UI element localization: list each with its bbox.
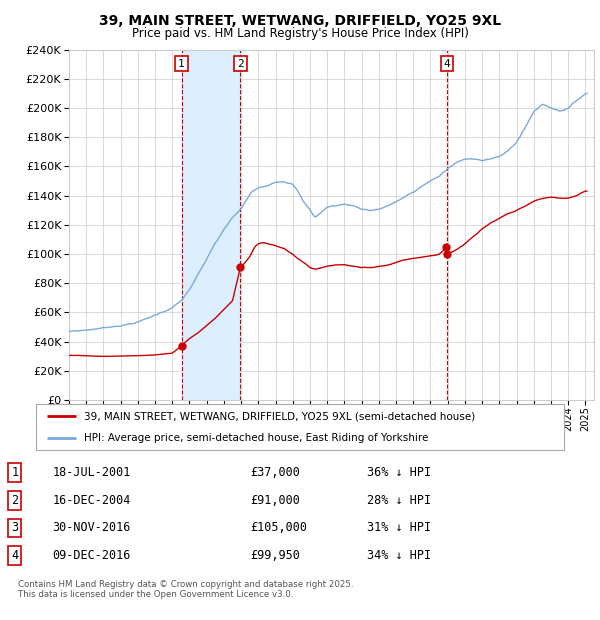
Text: 18-JUL-2001: 18-JUL-2001 [53, 466, 131, 479]
Text: 16-DEC-2004: 16-DEC-2004 [53, 494, 131, 507]
Bar [182, 50, 241, 400]
Text: 09-DEC-2016: 09-DEC-2016 [53, 549, 131, 562]
Text: 1: 1 [11, 466, 18, 479]
Text: 1: 1 [178, 59, 185, 69]
Text: 39, MAIN STREET, WETWANG, DRIFFIELD, YO25 9XL (semi-detached house): 39, MAIN STREET, WETWANG, DRIFFIELD, YO2… [83, 412, 475, 422]
Text: 2: 2 [237, 59, 244, 69]
Text: Price paid vs. HM Land Registry's House Price Index (HPI): Price paid vs. HM Land Registry's House … [131, 27, 469, 40]
Text: 3: 3 [11, 521, 18, 534]
Text: 31% ↓ HPI: 31% ↓ HPI [367, 521, 431, 534]
Text: 4: 4 [443, 59, 450, 69]
Text: 30-NOV-2016: 30-NOV-2016 [53, 521, 131, 534]
Text: £99,950: £99,950 [250, 549, 301, 562]
Text: 36% ↓ HPI: 36% ↓ HPI [367, 466, 431, 479]
Text: 34% ↓ HPI: 34% ↓ HPI [367, 549, 431, 562]
Text: 2: 2 [11, 494, 18, 507]
Text: £37,000: £37,000 [250, 466, 301, 479]
Text: £105,000: £105,000 [250, 521, 307, 534]
Text: 39, MAIN STREET, WETWANG, DRIFFIELD, YO25 9XL: 39, MAIN STREET, WETWANG, DRIFFIELD, YO2… [99, 14, 501, 28]
Text: 4: 4 [11, 549, 18, 562]
Text: HPI: Average price, semi-detached house, East Riding of Yorkshire: HPI: Average price, semi-detached house,… [83, 433, 428, 443]
Text: 28% ↓ HPI: 28% ↓ HPI [367, 494, 431, 507]
Text: £91,000: £91,000 [250, 494, 301, 507]
Text: Contains HM Land Registry data © Crown copyright and database right 2025.
This d: Contains HM Land Registry data © Crown c… [18, 580, 353, 599]
